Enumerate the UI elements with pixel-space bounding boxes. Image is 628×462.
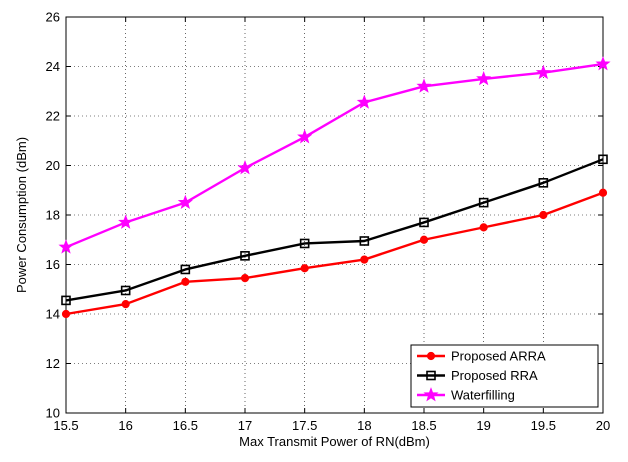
x-tick-label: 19.5 xyxy=(531,418,556,433)
data-point xyxy=(476,70,492,86)
axis-ticks: 15.5 16 16.5 17 17.5 18 18.5 19 19.5 20 10 12 14 16 18… xyxy=(46,10,611,434)
x-tick-label: 18 xyxy=(357,418,371,433)
data-point xyxy=(419,235,429,244)
data-point xyxy=(120,285,131,296)
data-point xyxy=(479,223,488,232)
data-point xyxy=(240,274,250,283)
data-point xyxy=(360,255,369,264)
series-group xyxy=(58,56,611,319)
data-point xyxy=(240,251,250,261)
x-tick-label: 19 xyxy=(476,418,490,433)
x-tick-label: 17.5 xyxy=(292,418,317,433)
series-line xyxy=(65,191,604,316)
data-point xyxy=(539,210,548,220)
y-tick-label: 12 xyxy=(46,356,60,371)
data-point xyxy=(237,160,253,175)
data-point xyxy=(181,277,190,286)
y-tick-label: 18 xyxy=(46,208,60,223)
x-tick-label: 18.5 xyxy=(411,418,436,433)
data-point xyxy=(58,239,74,254)
y-axis-label: Power Consumption (dBm) xyxy=(14,137,29,293)
data-point xyxy=(121,300,130,309)
legend-label: Waterfilling xyxy=(451,388,515,403)
series-proposed-rra xyxy=(61,154,608,306)
legend-marker xyxy=(426,370,436,381)
data-point xyxy=(598,154,608,165)
data-point xyxy=(118,214,134,229)
x-tick-label: 16 xyxy=(118,418,132,433)
data-point xyxy=(478,197,489,208)
series-line xyxy=(65,62,604,249)
legend-item: Proposed RRA xyxy=(417,368,538,383)
x-tick-label: 16.5 xyxy=(173,418,198,433)
series-waterfilling xyxy=(58,56,611,254)
y-tick-label: 26 xyxy=(46,10,60,25)
data-point xyxy=(598,188,608,197)
data-point xyxy=(538,178,549,188)
data-point xyxy=(61,295,71,306)
data-point xyxy=(180,264,191,275)
series-proposed-arra xyxy=(61,188,608,319)
y-tick-label: 22 xyxy=(46,109,60,124)
x-axis-label: Max Transmit Power of RN(dBm) xyxy=(239,434,430,449)
legend-marker xyxy=(423,387,439,402)
y-tick-label: 14 xyxy=(46,307,60,322)
data-point xyxy=(299,238,310,249)
data-point xyxy=(356,94,372,109)
data-point xyxy=(61,309,71,319)
y-tick-label: 10 xyxy=(46,406,60,421)
legend: Proposed ARRA Proposed RRA Waterfilling xyxy=(410,344,599,408)
data-point xyxy=(177,194,193,210)
y-tick-label: 16 xyxy=(46,257,60,272)
x-tick-label: 17 xyxy=(238,418,252,433)
data-point xyxy=(419,217,429,228)
data-point xyxy=(300,264,309,273)
data-point xyxy=(595,56,611,71)
y-tick-label: 24 xyxy=(46,59,60,74)
x-tick-label: 20 xyxy=(596,418,610,433)
x-tick-label: 15.5 xyxy=(53,418,78,433)
legend-label: Proposed RRA xyxy=(451,368,538,383)
data-point xyxy=(297,129,313,144)
legend-item: Proposed ARRA xyxy=(417,349,546,364)
legend-item: Waterfilling xyxy=(417,387,515,403)
legend-label: Proposed ARRA xyxy=(451,349,546,364)
legend-marker xyxy=(426,351,436,361)
y-tick-label: 20 xyxy=(46,158,60,173)
series-line xyxy=(65,158,604,302)
data-point xyxy=(535,64,551,80)
data-point xyxy=(359,236,370,246)
data-point xyxy=(416,78,432,93)
